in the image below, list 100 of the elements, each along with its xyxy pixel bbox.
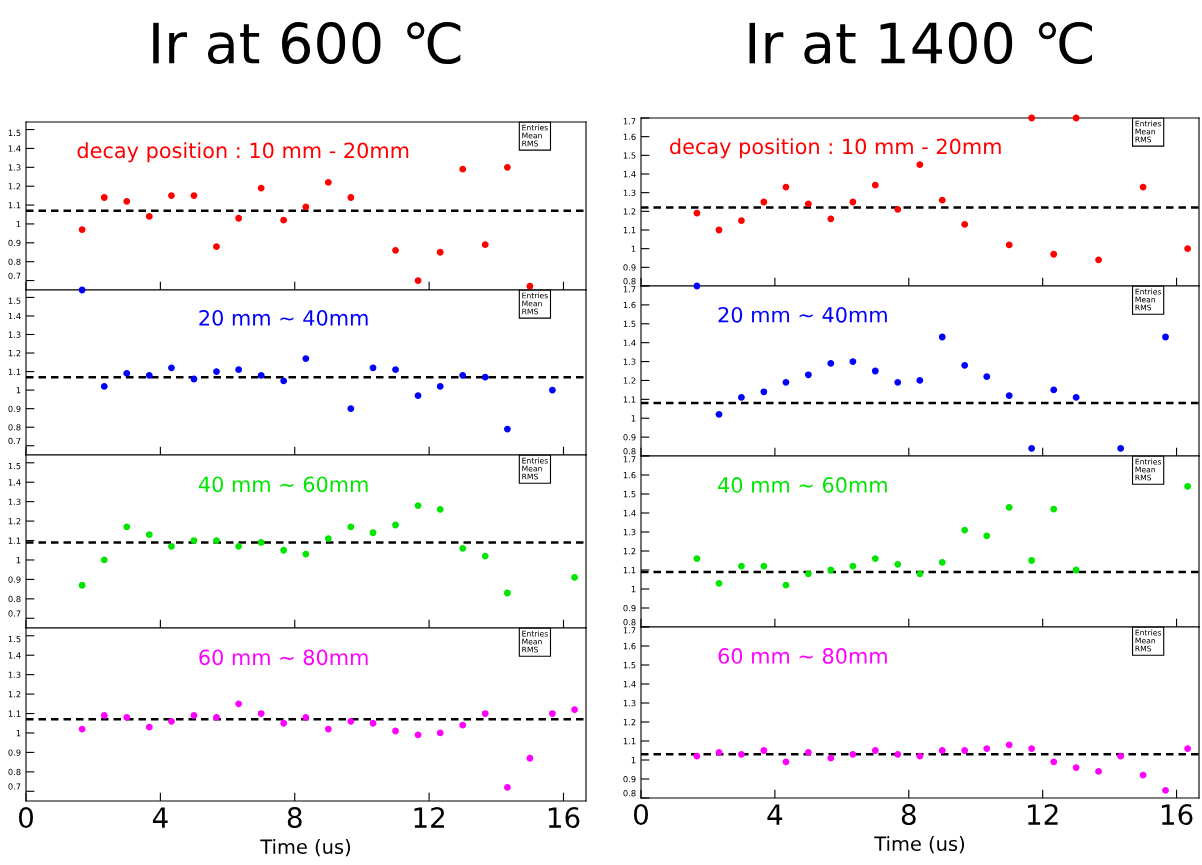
point [503,589,511,597]
point [213,368,220,375]
point [100,383,108,390]
point [324,725,332,733]
point [436,383,444,390]
point [280,216,288,224]
point [849,750,857,758]
point [1162,333,1169,341]
point [302,714,310,721]
y-tick-label: 1.6 [623,301,636,309]
y-tick-label: 1.5 [8,636,21,643]
point [916,377,924,384]
y-tick-label: 1.5 [8,129,21,136]
x-tick-label: 8 [287,807,302,829]
y-tick-label: 1 [16,730,21,737]
y-tick-label: 1.4 [8,479,21,486]
point [715,749,723,756]
point [938,196,946,204]
y-tick-label: 1 [16,221,21,228]
chart-title: Ir at 1400 ℃ [749,22,1092,65]
point [693,752,701,760]
point [804,749,812,756]
point [961,221,969,228]
point [414,392,422,400]
point [459,721,467,729]
point [436,506,444,513]
point [782,581,790,589]
y-tick-label: 0.8 [623,278,636,285]
x-tick-label: 16 [548,807,580,829]
y-tick-label: 1.5 [623,491,636,498]
y-tick-label: 1.1 [8,710,21,717]
point [190,537,198,544]
y-tick-label: 1.2 [8,518,21,525]
y-tick-label: 1.1 [8,368,21,375]
y-tick-label: 1.7 [623,118,636,125]
y-tick-label: 0.9 [8,749,21,756]
y-tick-label: 1.4 [8,313,21,320]
point [760,562,768,570]
point [123,523,131,531]
point [280,546,288,554]
y-tick-label: 0.8 [623,790,636,797]
point [1005,741,1013,749]
point [894,750,902,758]
point [782,378,790,386]
point [916,570,924,578]
point [324,179,332,186]
point [280,377,288,385]
text: decay position : 10 mm - 20mm [670,138,1001,159]
point [369,529,377,537]
point [983,745,991,752]
point [871,367,879,375]
x-tick-label: 0 [18,807,33,829]
point [235,542,243,550]
point [715,411,723,418]
y-tick-label: 1.4 [8,652,21,659]
y-tick-label: 1.5 [8,463,21,470]
point [894,206,902,213]
x-tick-label: 8 [901,804,916,826]
point [123,370,131,377]
text: 60 mm ~ 80mm [199,649,368,666]
y-tick-label: 1 [16,557,21,564]
point [1117,752,1125,760]
point [693,209,701,217]
point [961,361,969,369]
y-tick-label: 1 [631,757,636,764]
point [738,750,745,758]
point [1050,758,1058,766]
y-tick-label: 1.1 [623,738,636,745]
point [347,523,355,531]
point [526,754,534,762]
y-tick-label: 1.1 [8,202,21,209]
y-tick-label: 1.5 [623,320,636,328]
point [1117,445,1125,452]
point [145,212,153,220]
y-tick-label: 1.4 [623,171,636,178]
y-tick-label: 0.7 [8,783,21,790]
y-tick-label: 0.9 [623,775,636,783]
point [871,555,879,562]
point [1050,505,1058,513]
point [257,371,265,379]
y-tick-label: 1.2 [623,377,636,384]
y-tick-label: 0.9 [623,264,636,271]
point [938,747,946,754]
point [235,700,243,708]
point [938,559,946,566]
point [1028,745,1036,752]
point [849,562,857,570]
y-tick-label: 0.8 [8,424,21,431]
x-axis-title: Time (us) [260,838,351,857]
point [168,364,175,372]
y-tick-label: 1.3 [8,331,21,338]
point [916,161,924,169]
point [235,214,243,222]
point [1005,392,1013,399]
text: 20 mm ~ 40mm [718,306,887,323]
point [871,181,879,189]
y-tick-label: 0.7 [8,272,21,279]
y-tick-label: 1.6 [623,642,636,650]
point [213,537,220,544]
point [1072,394,1080,401]
